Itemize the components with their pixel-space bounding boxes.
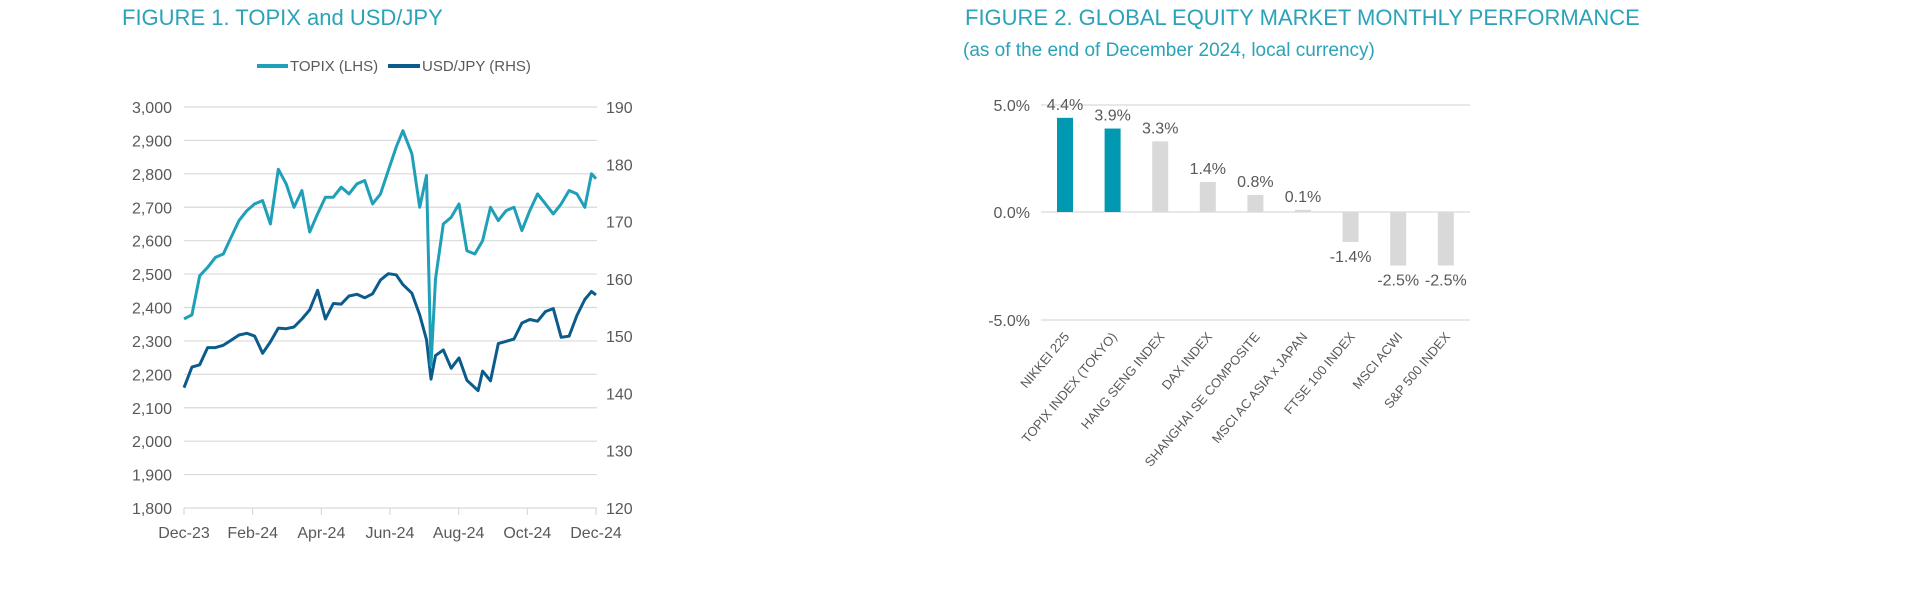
bar-6	[1342, 212, 1359, 242]
bar-3	[1199, 182, 1216, 212]
data-label: 3.3%	[1142, 120, 1178, 137]
category-label: MSCI AC ASIA x JAPAN	[1209, 329, 1310, 446]
y-right-tick-label: 150	[606, 329, 633, 346]
data-label: 0.8%	[1237, 174, 1273, 191]
bar-4	[1247, 194, 1264, 212]
y-right-tick-label: 190	[606, 100, 633, 117]
x-tick-label: Feb-24	[227, 525, 278, 542]
y-left-tick-label: 1,900	[132, 468, 172, 485]
y-left-tick-label: 2,100	[132, 401, 172, 418]
x-tick-label: Aug-24	[433, 525, 485, 542]
y-left-tick-label: 2,400	[132, 301, 172, 318]
figure2-title: FIGURE 2. GLOBAL EQUITY MARKET MONTHLY P…	[965, 5, 1640, 30]
data-label: 1.4%	[1190, 161, 1226, 178]
y-right-tick-label: 160	[606, 272, 633, 289]
bar-1	[1104, 128, 1121, 212]
y-left-tick-label: 2,500	[132, 267, 172, 284]
y-right-tick-label: 140	[606, 386, 633, 403]
bar-8	[1437, 212, 1454, 266]
figure1-title: FIGURE 1. TOPIX and USD/JPY	[122, 5, 443, 30]
x-tick-label: Jun-24	[366, 525, 415, 542]
data-label: 3.9%	[1094, 108, 1130, 125]
y-left-tick-label: 2,800	[132, 167, 172, 184]
y-left-tick-label: 1,800	[132, 501, 172, 518]
y-tick-label: -5.0%	[988, 313, 1030, 330]
series-line-usdjpy	[182, 272, 597, 393]
y-left-tick-label: 3,000	[132, 100, 172, 117]
category-label: HANG SENG INDEX	[1078, 329, 1168, 432]
bar-5	[1295, 209, 1311, 212]
legend-label-topix: TOPIX (LHS)	[290, 58, 378, 75]
category-label: TOPIX INDEX (TOKYO)	[1019, 329, 1120, 446]
x-tick-label: Dec-23	[158, 525, 210, 542]
data-label: -2.5%	[1425, 273, 1467, 290]
y-right-tick-label: 130	[606, 444, 633, 461]
legend-label-usdjpy: USD/JPY (RHS)	[422, 58, 531, 75]
bar-0	[1057, 117, 1073, 212]
figure2-subtitle: (as of the end of December 2024, local c…	[963, 40, 1375, 61]
y-left-tick-label: 2,600	[132, 234, 172, 251]
y-right-tick-label: 180	[606, 157, 633, 174]
y-left-tick-label: 2,200	[132, 367, 172, 384]
x-tick-label: Apr-24	[297, 525, 345, 542]
bar-7	[1390, 212, 1407, 266]
data-label: 4.4%	[1047, 97, 1083, 114]
y-tick-label: 0.0%	[994, 205, 1030, 222]
y-left-tick-label: 2,700	[132, 200, 172, 217]
data-label: 0.1%	[1285, 189, 1321, 206]
y-right-tick-label: 170	[606, 215, 633, 232]
data-label: -2.5%	[1377, 273, 1419, 290]
bar-2	[1152, 141, 1169, 212]
series-line-topix	[183, 129, 598, 367]
x-tick-label: Dec-24	[570, 525, 622, 542]
y-left-tick-label: 2,900	[132, 133, 172, 150]
y-left-tick-label: 2,300	[132, 334, 172, 351]
x-tick-label: Oct-24	[503, 525, 551, 542]
y-right-tick-label: 120	[606, 501, 633, 518]
y-tick-label: 5.0%	[994, 98, 1030, 115]
data-label: -1.4%	[1330, 249, 1372, 266]
y-left-tick-label: 2,000	[132, 434, 172, 451]
